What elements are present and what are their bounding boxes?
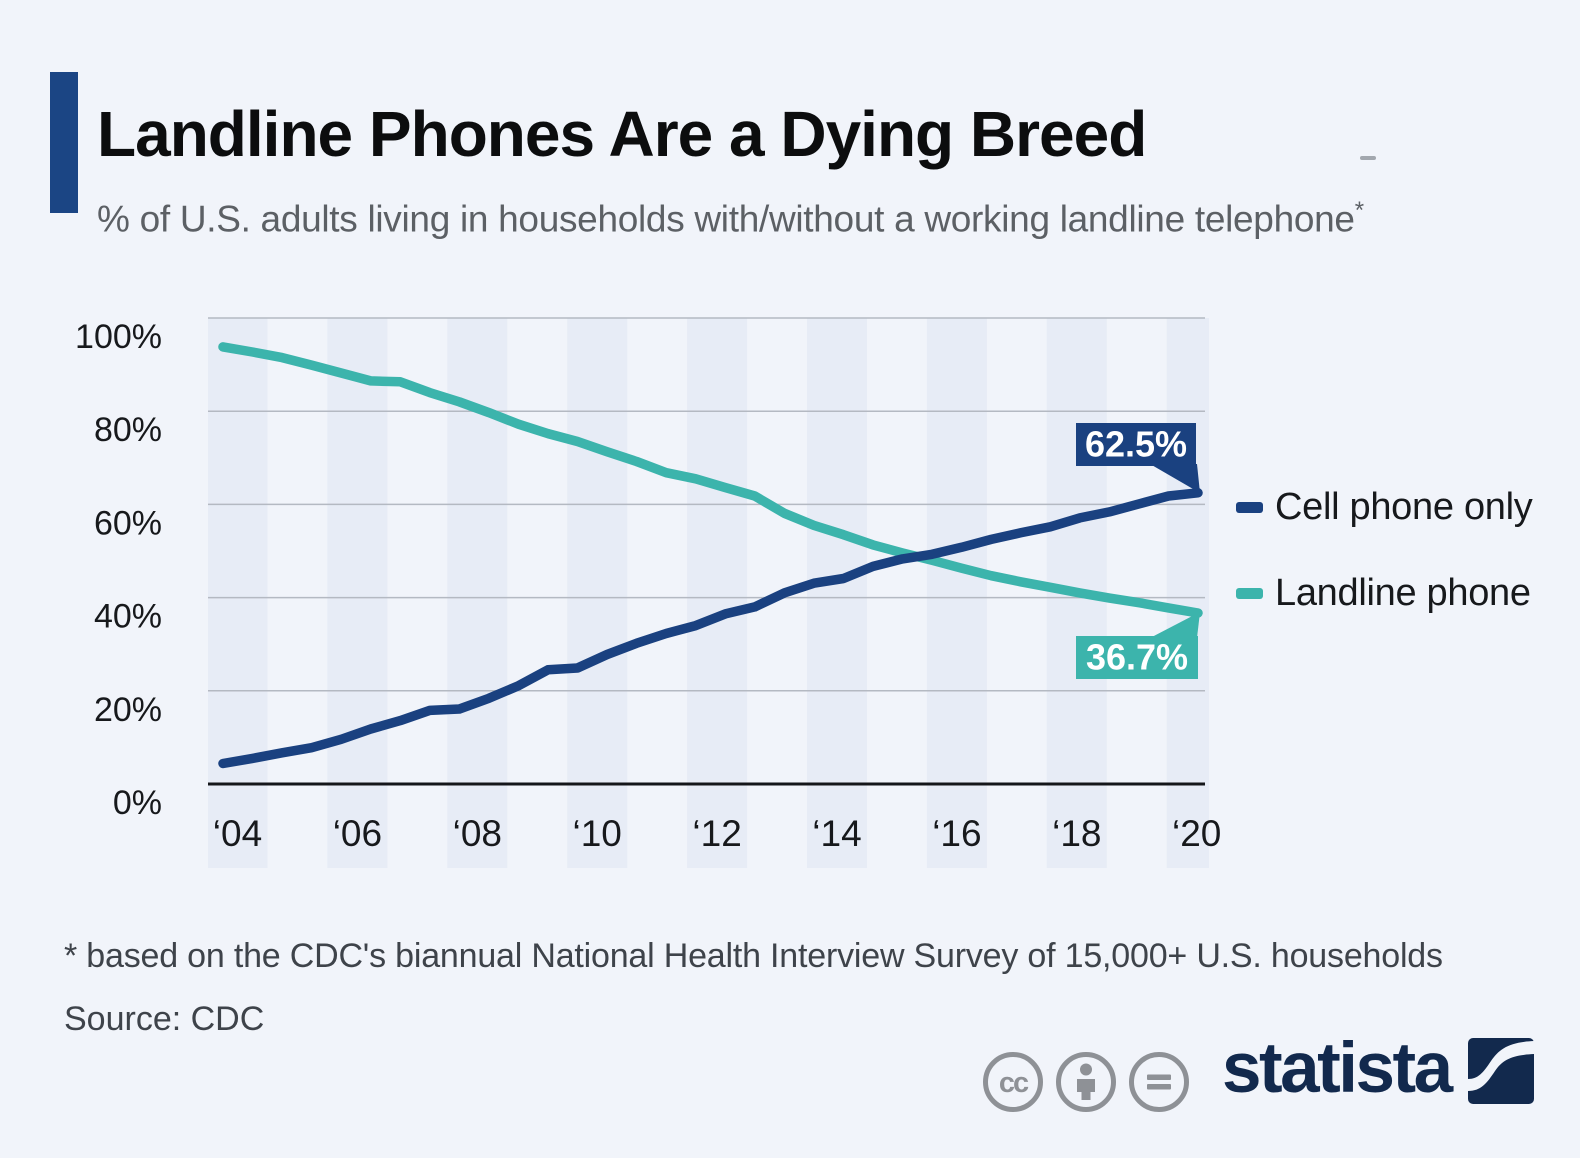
attribution-icon	[1056, 1052, 1116, 1112]
year-band	[1166, 318, 1209, 868]
cc-icon-glyph: cc	[999, 1067, 1029, 1099]
year-band	[807, 318, 867, 868]
x-tick-label: ‘12	[692, 813, 741, 854]
chart-subtitle: % of U.S. adults living in households wi…	[97, 197, 1557, 240]
year-band	[208, 318, 268, 868]
year-band	[327, 318, 388, 868]
cc-license-icons[interactable]: cc	[982, 1051, 1190, 1113]
series-line-landline-phone	[218, 342, 1203, 618]
value-callout-box	[1076, 636, 1198, 679]
x-tick-label: ‘10	[573, 813, 622, 854]
value-callout-box	[1076, 423, 1196, 466]
x-tick-label: ‘08	[453, 813, 502, 854]
x-tick-label: ‘06	[333, 813, 382, 854]
subtitle-text: % of U.S. adults living in households wi…	[97, 198, 1355, 240]
x-tick-label: ‘16	[932, 813, 981, 854]
y-tick-label: 60%	[94, 504, 162, 542]
source-label: Source: CDC	[64, 1000, 265, 1038]
statista-logo-icon[interactable]	[1468, 1038, 1534, 1104]
x-tick-label: ‘20	[1172, 813, 1221, 854]
y-tick-label: 20%	[94, 691, 162, 729]
cc-icon	[983, 1052, 1043, 1112]
legend-item-landline-phone: Landline phone	[1236, 572, 1531, 615]
no-derivatives-icon	[1129, 1052, 1189, 1112]
legend-swatch-landline-phone	[1236, 588, 1263, 599]
x-tick-label: ‘18	[1052, 813, 1101, 854]
y-tick-label: 100%	[75, 318, 162, 356]
year-band	[926, 318, 987, 868]
page-title: Landline Phones Are a Dying Breed	[97, 97, 1147, 170]
y-tick-label: 40%	[94, 598, 162, 636]
series-line-cell-phone-only	[218, 488, 1203, 769]
callout-tail	[1150, 464, 1200, 493]
statista-wordmark[interactable]: statista	[1222, 1029, 1453, 1108]
footnote-marker: *	[1354, 197, 1364, 224]
value-callout-label: 36.7%	[1086, 637, 1188, 678]
x-tick-label: ‘14	[812, 813, 861, 854]
legend-label-landline-phone: Landline phone	[1275, 572, 1531, 614]
callout-tail	[1150, 612, 1200, 638]
y-tick-label: 80%	[94, 411, 162, 449]
legend-label-cell-phone-only: Cell phone only	[1275, 486, 1533, 528]
title-accent-bar	[50, 72, 78, 213]
legend-item-cell-phone-only: Cell phone only	[1236, 486, 1533, 529]
year-band	[687, 318, 748, 868]
y-tick-label: 0%	[113, 784, 162, 822]
stray-mark	[1360, 156, 1376, 160]
chart-footnote: * based on the CDC's biannual National H…	[64, 937, 1443, 975]
x-tick-label: ‘04	[213, 813, 262, 854]
value-callout-label: 62.5%	[1085, 424, 1187, 465]
legend-swatch-cell-phone-only	[1236, 502, 1263, 513]
year-band	[567, 318, 628, 868]
